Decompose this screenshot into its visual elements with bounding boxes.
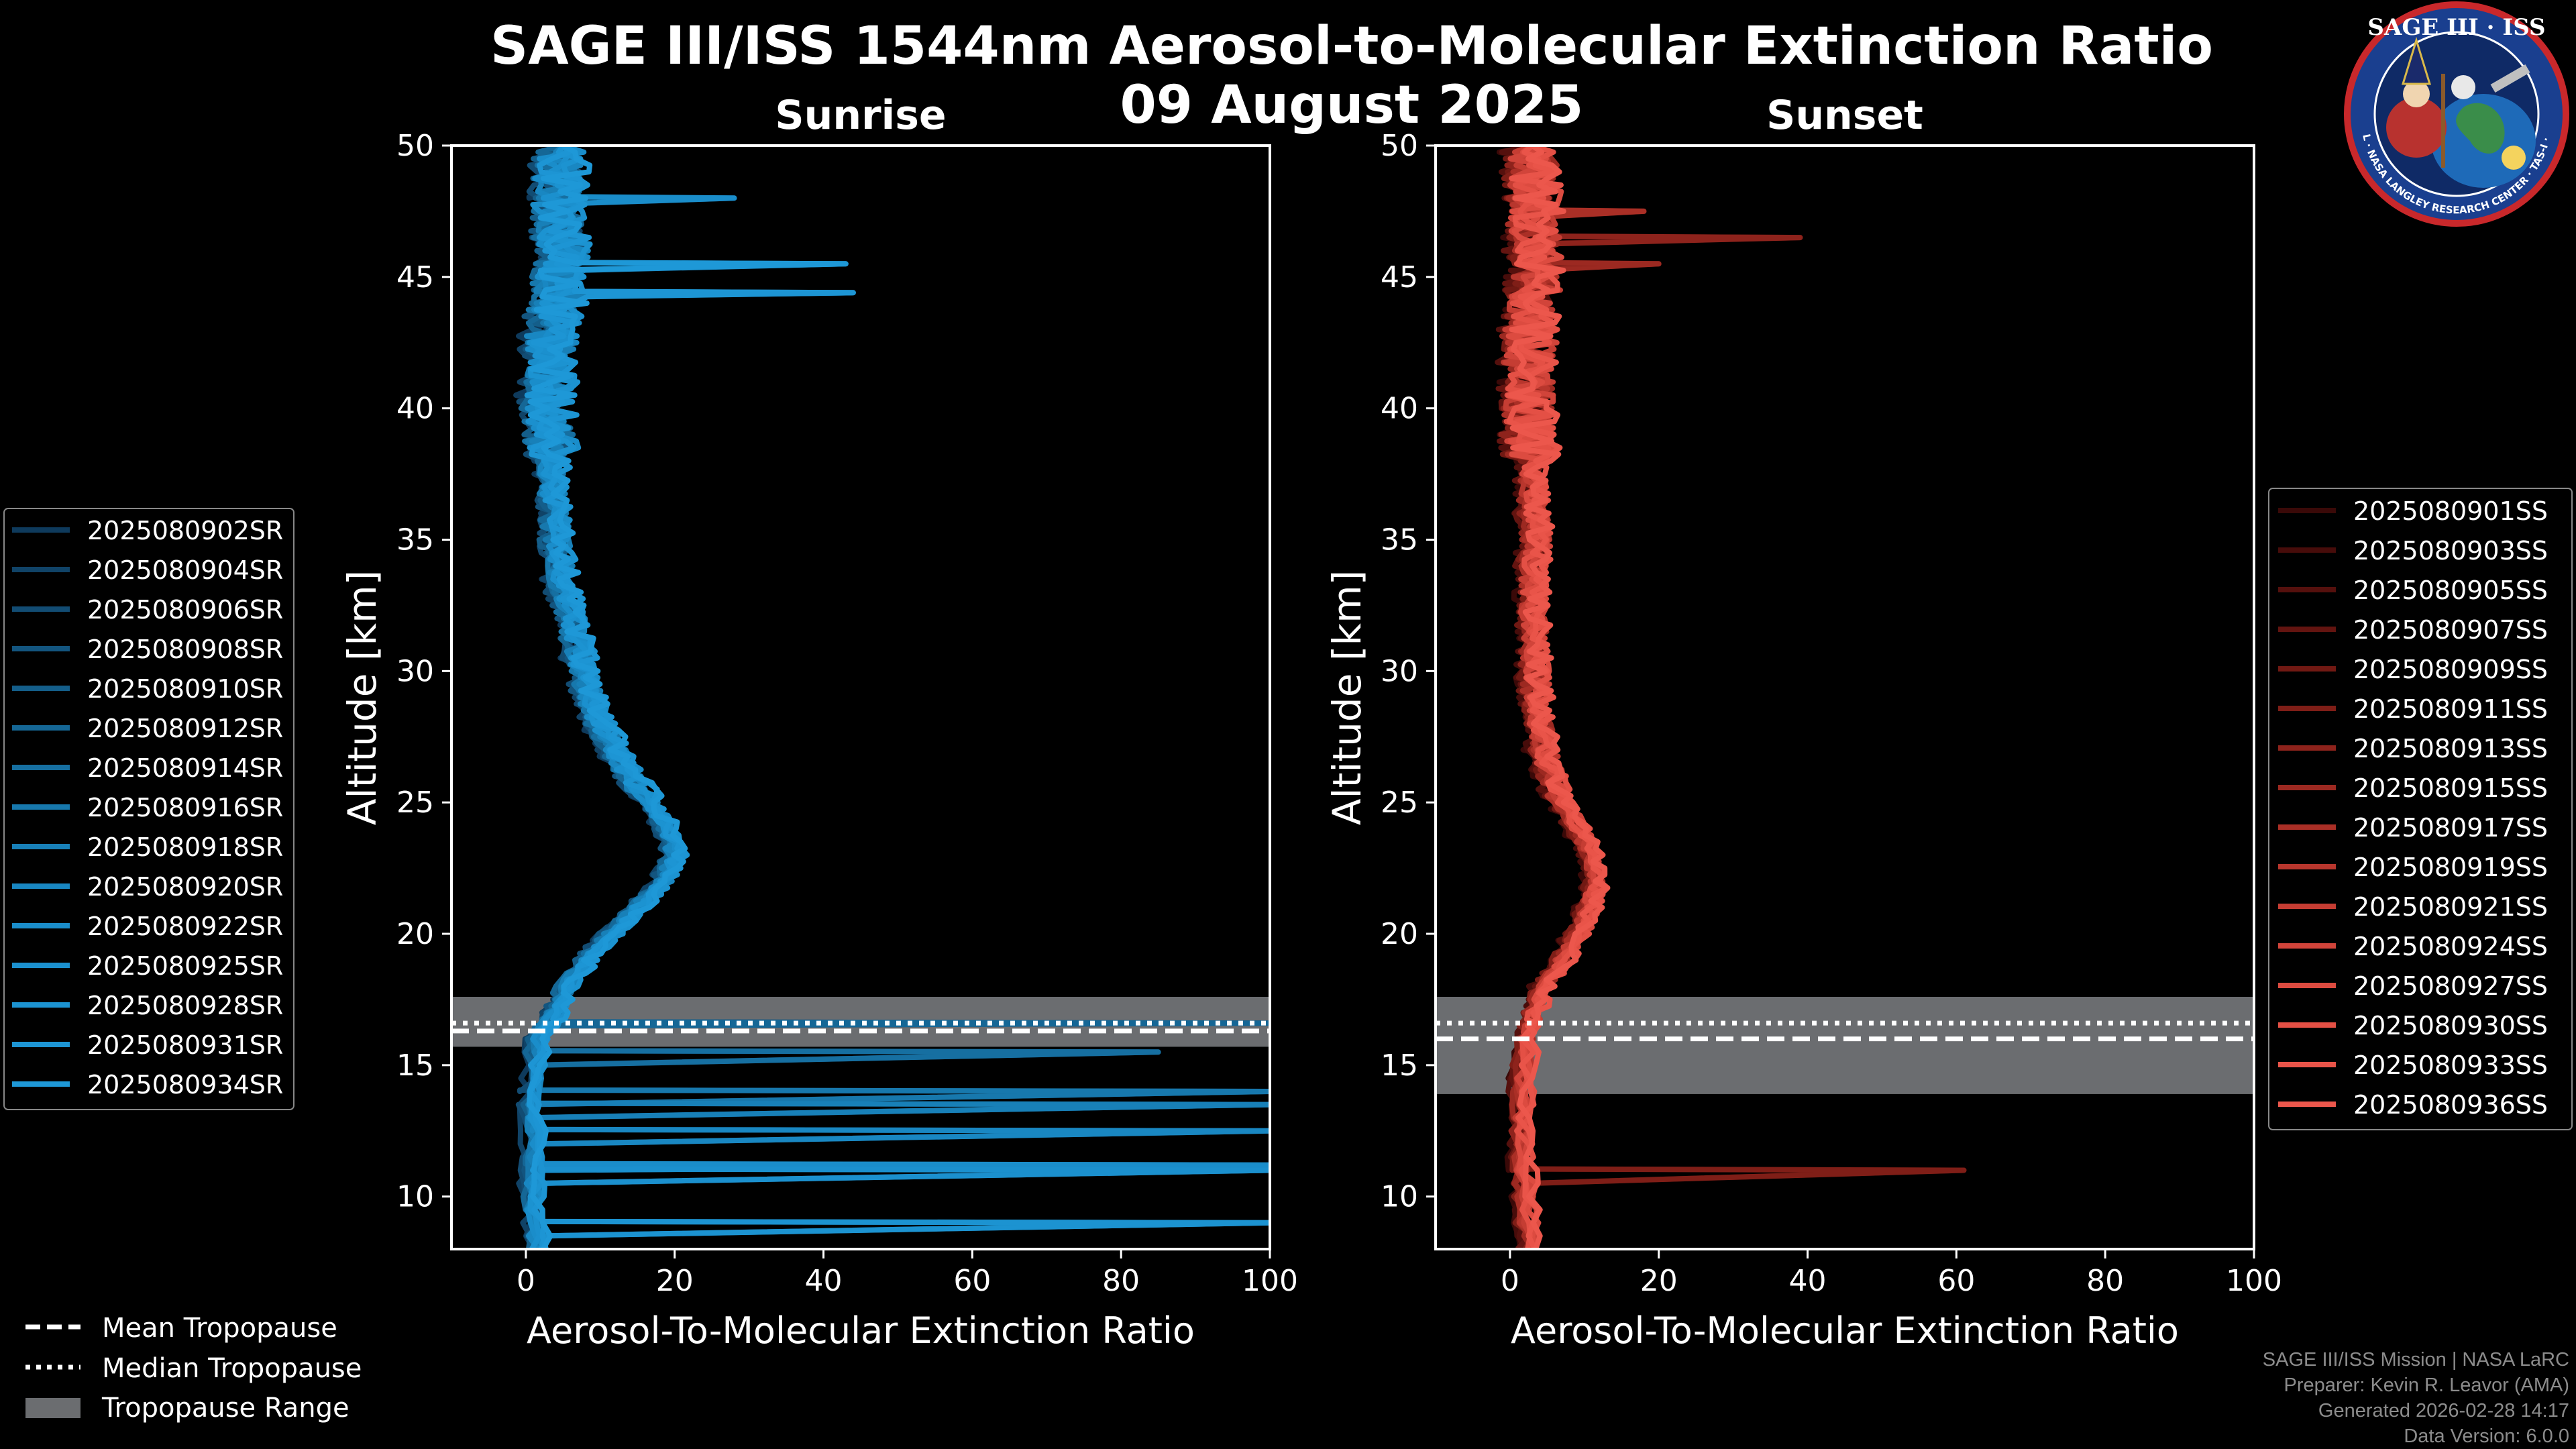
y-tick-label: 15 [1381, 1049, 1418, 1083]
tropopause-range-label: Tropopause Range [101, 1393, 350, 1424]
x-tick-label: 100 [2226, 1264, 2282, 1298]
sunrise-panel-title: Sunrise [775, 92, 946, 139]
x-tick-label: 40 [805, 1264, 843, 1298]
moon-shape [2451, 75, 2475, 99]
tropopause-legend: Mean Tropopause Median Tropopause Tropop… [25, 1313, 362, 1424]
sunset-panel-title: Sunset [1766, 92, 1923, 139]
legend-label-2025080901SS: 2025080901SS [2353, 496, 2548, 526]
legend-label-2025080930SS: 2025080930SS [2353, 1011, 2548, 1040]
legend-label-2025080922SR: 2025080922SR [87, 912, 283, 941]
x-tick-label: 60 [1937, 1264, 1975, 1298]
footer-line-mission: SAGE III/ISS Mission | NASA LaRC [2262, 1349, 2569, 1371]
legend-label-2025080920SR: 2025080920SR [87, 872, 283, 902]
sunset-legend: 2025080901SS 2025080903SS 2025080905SS 2025… [2268, 488, 2573, 1130]
series-line-2025080934SR [526, 146, 849, 1249]
median-tropopause-label: Median Tropopause [102, 1353, 362, 1384]
continent-shape [2456, 103, 2505, 154]
legend-label-2025080936SS: 2025080936SS [2353, 1090, 2548, 1120]
y-tick-label: 25 [1381, 786, 1418, 820]
y-tick-label: 35 [1381, 523, 1418, 557]
legend-label-2025080934SR: 2025080934SR [87, 1070, 283, 1099]
y-tick-label: 30 [1381, 654, 1418, 688]
footer-line-version: Data Version: 6.0.0 [2404, 1426, 2569, 1447]
y-tick-label: 25 [396, 786, 434, 820]
y-tick-label: 35 [396, 523, 434, 557]
legend-label-2025080918SR: 2025080918SR [87, 833, 283, 862]
sunrise-legend: 2025080902SR 2025080904SR 2025080906SR 2025… [3, 508, 294, 1110]
legend-label-2025080931SR: 2025080931SR [87, 1030, 283, 1060]
legend-label-2025080904SR: 2025080904SR [87, 555, 283, 585]
x-tick-label: 20 [1640, 1264, 1678, 1298]
x-tick-label: 40 [1789, 1264, 1827, 1298]
footer-credits: SAGE III/ISS Mission | NASA LaRC Prepare… [2263, 1347, 2569, 1449]
legend-label-2025080906SR: 2025080906SR [87, 595, 283, 625]
legend-label-2025080927SS: 2025080927SS [2353, 971, 2548, 1001]
legend-label-2025080921SS: 2025080921SS [2353, 892, 2548, 922]
series-line-2025080936SS [1508, 146, 1611, 1249]
legend-label-2025080910SR: 2025080910SR [87, 674, 283, 704]
y-tick-label: 45 [1381, 260, 1418, 294]
figure-date: 09 August 2025 [1120, 75, 1584, 136]
sun-shape [2502, 146, 2526, 170]
x-tick-label: 0 [517, 1264, 535, 1298]
y-tick-label: 15 [396, 1049, 434, 1083]
legend-label-2025080928SR: 2025080928SR [87, 991, 283, 1020]
legend-label-2025080916SR: 2025080916SR [87, 793, 283, 822]
sunset-y-axis-label: Altitude [km] [1324, 570, 1370, 825]
wizard-head [2403, 80, 2430, 107]
legend-label-2025080913SS: 2025080913SS [2353, 734, 2548, 763]
sunrise-x-axis-label: Aerosol-To-Molecular Extinction Ratio [527, 1309, 1195, 1352]
y-tick-label: 20 [1381, 917, 1418, 951]
legend-label-2025080909SS: 2025080909SS [2353, 655, 2548, 684]
footer-line-preparer: Preparer: Kevin R. Leavor (AMA) [2284, 1375, 2569, 1396]
legend-label-2025080911SS: 2025080911SS [2353, 694, 2548, 724]
footer-line-generated: Generated 2026-02-28 14:17 [2318, 1400, 2569, 1421]
sunset-plot-frame [1434, 144, 2255, 1250]
legend-label-2025080905SS: 2025080905SS [2353, 576, 2548, 605]
tropopause-range-swatch [25, 1398, 80, 1418]
sage-iii-iss-logo: SAGE III · ISS BALL · NASA LANGLEY RESEA… [2344, 1, 2569, 227]
sunrise-plot-frame [450, 144, 1271, 1250]
sunrise-y-axis-label: Altitude [km] [339, 570, 385, 825]
y-tick-label: 10 [1381, 1180, 1418, 1214]
legend-label-2025080933SS: 2025080933SS [2353, 1051, 2548, 1080]
legend-label-2025080915SS: 2025080915SS [2353, 773, 2548, 803]
legend-label-2025080903SS: 2025080903SS [2353, 536, 2548, 566]
x-tick-label: 80 [2086, 1264, 2124, 1298]
y-tick-label: 40 [396, 392, 434, 426]
y-tick-label: 50 [396, 129, 434, 163]
legend-label-2025080917SS: 2025080917SS [2353, 813, 2548, 843]
legend-label-2025080924SS: 2025080924SS [2353, 932, 2548, 961]
x-tick-label: 0 [1501, 1264, 1519, 1298]
logo-title: SAGE III · ISS [2367, 14, 2545, 41]
mean-tropopause-label: Mean Tropopause [102, 1313, 337, 1344]
sunset-x-axis-label: Aerosol-To-Molecular Extinction Ratio [1511, 1309, 2179, 1352]
y-tick-label: 20 [396, 917, 434, 951]
legend-label-2025080907SS: 2025080907SS [2353, 615, 2548, 645]
x-tick-label: 60 [953, 1264, 991, 1298]
wizard-figure [2386, 97, 2447, 158]
y-tick-label: 30 [396, 654, 434, 688]
y-tick-label: 50 [1381, 129, 1418, 163]
y-tick-label: 40 [1381, 392, 1418, 426]
legend-label-2025080912SR: 2025080912SR [87, 714, 283, 743]
sunrise-panel: Sunrise 0 20 40 60 80 100 10 15 20 25 30 35 40 45 50 A… [339, 92, 1298, 1352]
iss-station [2490, 64, 2530, 93]
legend-label-2025080902SR: 2025080902SR [87, 516, 283, 545]
wizard-hat [2401, 36, 2432, 85]
legend-label-2025080919SS: 2025080919SS [2353, 853, 2548, 882]
x-tick-label: 100 [1242, 1264, 1298, 1298]
x-tick-label: 20 [656, 1264, 694, 1298]
sunset-panel: Sunset 0 20 40 60 80 100 10 15 20 25 30 35 40 45 50 Ae… [1324, 92, 2282, 1352]
y-tick-label: 10 [396, 1180, 434, 1214]
legend-label-2025080914SR: 2025080914SR [87, 753, 283, 783]
legend-label-2025080925SR: 2025080925SR [87, 951, 283, 981]
figure-title: SAGE III/ISS 1544nm Aerosol-to-Molecular… [490, 16, 2213, 76]
y-tick-label: 45 [396, 260, 434, 294]
tropopause-range-band [1436, 997, 2254, 1094]
legend-label-2025080908SR: 2025080908SR [87, 635, 283, 664]
x-tick-label: 80 [1102, 1264, 1140, 1298]
